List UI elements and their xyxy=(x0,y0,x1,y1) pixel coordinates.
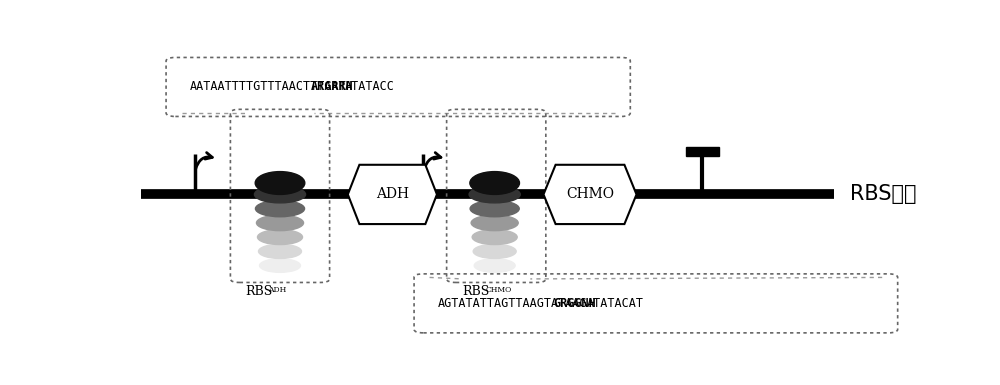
Text: ADH: ADH xyxy=(268,286,287,294)
Ellipse shape xyxy=(469,186,520,203)
Ellipse shape xyxy=(470,201,519,217)
Ellipse shape xyxy=(255,201,305,217)
Ellipse shape xyxy=(474,259,515,272)
Ellipse shape xyxy=(260,259,300,272)
Text: RBS: RBS xyxy=(462,285,489,298)
Text: GRGGNH: GRGGNH xyxy=(554,297,596,310)
Polygon shape xyxy=(348,165,437,224)
Text: ARGRRH: ARGRRH xyxy=(311,80,354,94)
Text: RBS文库: RBS文库 xyxy=(850,184,916,204)
Text: AGTATATTAGTTAAGTATAAG: AGTATATTAGTTAAGTATAAG xyxy=(437,297,587,310)
Text: CHMO: CHMO xyxy=(566,187,614,201)
Text: AATAATTTTGTTTAACTTTAAT: AATAATTTTGTTTAACTTTAAT xyxy=(189,80,346,94)
Text: ATATACAT: ATATACAT xyxy=(587,297,644,310)
Ellipse shape xyxy=(470,172,519,194)
Ellipse shape xyxy=(255,172,305,194)
Ellipse shape xyxy=(259,244,301,258)
Polygon shape xyxy=(544,165,637,224)
FancyBboxPatch shape xyxy=(686,147,719,156)
Text: ADH: ADH xyxy=(376,187,409,201)
Ellipse shape xyxy=(254,186,306,203)
Ellipse shape xyxy=(472,230,517,244)
Text: ATATACC: ATATACC xyxy=(344,80,394,94)
Text: CHMO: CHMO xyxy=(485,286,512,294)
Ellipse shape xyxy=(256,215,304,231)
Ellipse shape xyxy=(473,244,516,258)
Ellipse shape xyxy=(257,230,303,244)
Text: RBS: RBS xyxy=(245,285,272,298)
Ellipse shape xyxy=(471,215,518,231)
